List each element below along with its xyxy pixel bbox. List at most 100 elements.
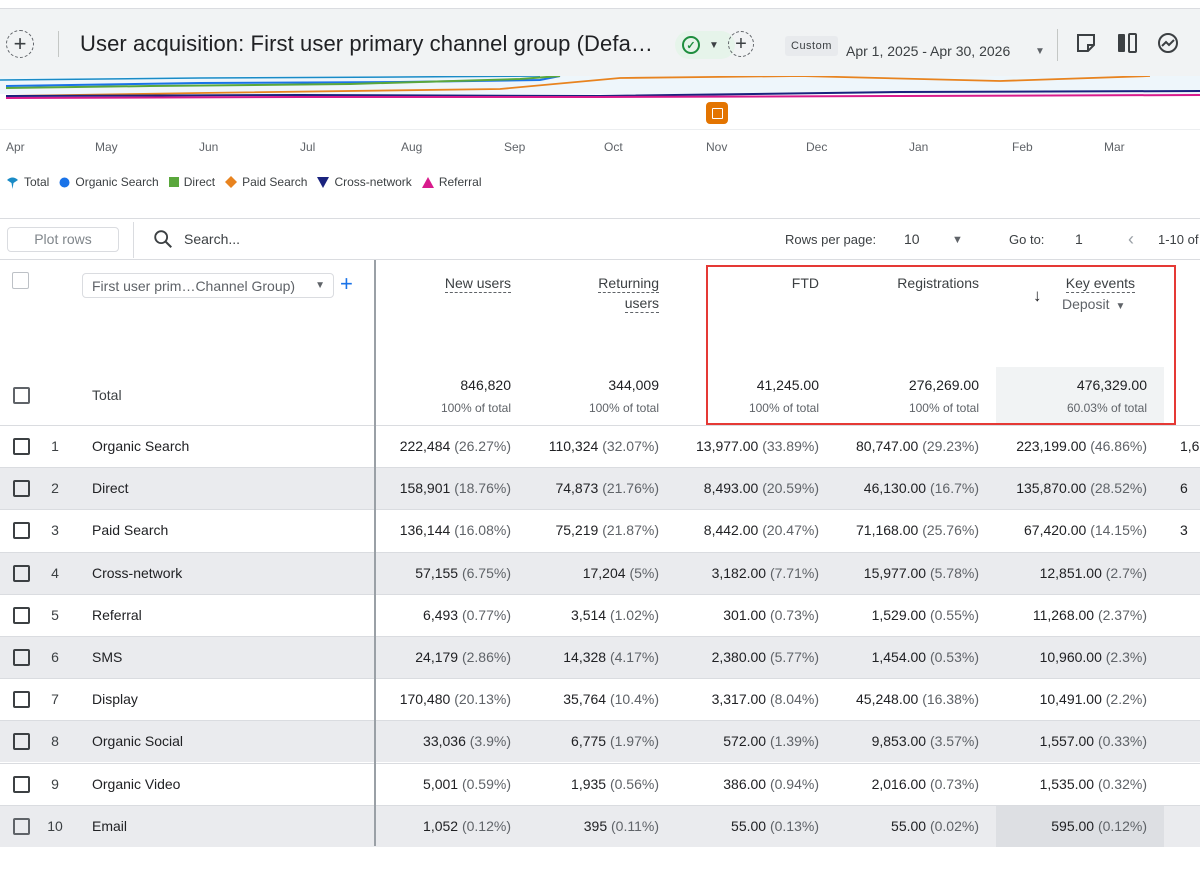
table-row[interactable]: 7 Display 170,480 (20.13%) 35,764 (10.4%) 3,… (0, 678, 1200, 720)
legend-item-referral[interactable]: Referral (421, 175, 482, 189)
chevron-down-icon: ▼ (315, 280, 325, 291)
chart-x-axis: Apr May Jun Jul Aug Sep Oct Nov Dec Jan … (0, 140, 1200, 156)
cell-value: 12,851.00 (1039, 564, 1102, 581)
channel-name[interactable]: Referral (92, 606, 142, 623)
chevron-down-icon[interactable]: ▼ (1035, 46, 1045, 57)
channel-name[interactable]: Cross-network (92, 564, 183, 581)
channel-name[interactable]: Email (92, 817, 128, 834)
row-checkbox[interactable] (13, 649, 30, 666)
channel-name[interactable]: Organic Social (92, 733, 184, 750)
row-checkbox[interactable] (13, 733, 30, 751)
x-tick-label: Oct (604, 140, 623, 154)
chevron-left-icon[interactable]: ‹ (1128, 229, 1134, 249)
add-dimension-button[interactable]: + (340, 271, 353, 296)
table-row[interactable]: 1 Organic Search 222,484 (26.27%) 110,324 (… (0, 425, 1200, 467)
column-header-new-users[interactable]: New users (444, 273, 511, 293)
cell-registrations: 1,454.00 (0.53%) (872, 649, 979, 665)
table-row[interactable]: 10 Email 1,052 (0.12%) 395 (0.11%) 55.00 (0.… (0, 804, 1200, 847)
legend-item-direct[interactable]: Direct (168, 175, 215, 189)
line-chart (0, 76, 1200, 130)
cell-value: 10,491.00 (1039, 691, 1102, 708)
row-checkbox[interactable] (13, 564, 30, 582)
insights-icon[interactable] (1156, 31, 1180, 55)
sort-descending-icon[interactable]: ↓ (1033, 286, 1042, 305)
report-status-dropdown[interactable]: ✓ ▼ (675, 31, 735, 59)
cell-returning-users: 1,935 (0.56%) (571, 776, 659, 792)
table-row[interactable]: 2 Direct 158,901 (18.76%) 74,873 (21.76%) 8,… (0, 467, 1200, 510)
column-header-registrations[interactable]: Registrations (897, 275, 979, 291)
cell-ftd: 55.00 (0.13%) (731, 818, 819, 834)
cell-percent: (1.39%) (769, 733, 819, 750)
date-range-picker[interactable]: Apr 1, 2025 - Apr 30, 2026 (846, 43, 1011, 59)
rows-per-page-select[interactable]: 10 (904, 231, 920, 247)
legend-item-organic-search[interactable]: Organic Search (59, 175, 159, 189)
table-row[interactable]: 6 SMS 24,179 (2.86%) 14,328 (4.17%) 2,380.00… (0, 636, 1200, 678)
dimension-select[interactable]: First user prim…Channel Group) ▼ (82, 273, 334, 298)
plot-rows-button[interactable]: Plot rows (7, 227, 119, 252)
table-row[interactable]: 3 Paid Search 136,144 (16.08%) 75,219 (21.8… (0, 509, 1200, 551)
cell-new-users: 24,179 (2.86%) (415, 649, 511, 665)
table-row[interactable]: 5 Referral 6,493 (0.77%) 3,514 (1.02%) 301.0… (0, 593, 1200, 636)
row-checkbox[interactable] (13, 691, 30, 709)
cell-percent: (0.12%) (461, 817, 511, 834)
select-all-checkbox[interactable] (12, 272, 29, 289)
table-row[interactable]: 4 Cross-network 57,155 (6.75%) 17,204 (5%) 3… (0, 551, 1200, 594)
row-checkbox[interactable] (13, 480, 30, 498)
key-event-select[interactable]: Deposit ▼ (1062, 296, 1125, 312)
channel-name[interactable]: SMS (92, 649, 123, 665)
table-row[interactable]: 9 Organic Video 5,001 (0.59%) 1,935 (0.56%)… (0, 762, 1200, 805)
add-filter-icon[interactable]: + (728, 31, 754, 57)
chevron-down-icon[interactable]: ▼ (952, 234, 963, 246)
column-header-ftd[interactable]: FTD (791, 275, 819, 291)
goto-page-input[interactable]: 1 (1075, 231, 1083, 247)
total-row-checkbox[interactable] (13, 387, 30, 404)
legend-item-total[interactable]: Total (6, 175, 49, 189)
row-checkbox[interactable] (13, 775, 30, 793)
channel-name[interactable]: Direct (92, 480, 129, 497)
cell-percent: (26.27%) (454, 438, 511, 454)
add-comparison-icon[interactable]: + (6, 30, 34, 58)
cell-percent: (0.33%) (1097, 733, 1147, 750)
cell-registrations: 45,248.00 (16.38%) (856, 691, 979, 707)
annotation-icon[interactable] (1074, 31, 1098, 55)
cell-ftd: 386.00 (0.94%) (723, 776, 819, 792)
cell-registrations: 55.00 (0.02%) (891, 818, 979, 834)
cell-percent: (0.73%) (929, 775, 979, 792)
cell-percent: (0.55%) (929, 606, 979, 623)
square-icon (168, 177, 179, 187)
channel-name[interactable]: Display (92, 691, 138, 708)
cell-returning-users: 6,775 (1.97%) (571, 733, 659, 749)
goto-label: Go to: (1009, 232, 1045, 247)
cell-percent: (0.13%) (769, 817, 819, 834)
row-checkbox[interactable] (13, 438, 30, 455)
cell-returning-users: 35,764 (10.4%) (563, 691, 659, 707)
cell-value: 158,901 (399, 480, 451, 497)
compare-icon[interactable] (1115, 31, 1139, 55)
cell-overflow: 6 (1180, 480, 1188, 497)
legend-item-paid-search[interactable]: Paid Search (225, 175, 307, 189)
cell-value: 74,873 (555, 480, 599, 497)
cell-percent: (0.77%) (461, 606, 511, 623)
row-checkbox[interactable] (13, 817, 30, 835)
cell-percent: (4.17%) (609, 649, 659, 665)
row-checkbox[interactable] (13, 606, 30, 624)
cell-value: 6,775 (571, 733, 607, 750)
cell-value: 8,493.00 (703, 480, 759, 497)
column-header-key-events[interactable]: Key events (1065, 273, 1135, 293)
row-checkbox[interactable] (13, 522, 30, 540)
cell-ftd: 13,977.00 (33.89%) (696, 438, 819, 454)
legend-item-cross-network[interactable]: Cross-network (317, 175, 412, 189)
cell-value: 3,514 (571, 606, 607, 623)
cell-returning-users: 395 (0.11%) (584, 818, 659, 834)
channel-name[interactable]: Paid Search (92, 522, 169, 539)
cell-value: 5,001 (423, 775, 459, 792)
table-row[interactable]: 8 Organic Social 33,036 (3.9%) 6,775 (1.97%… (0, 720, 1200, 763)
channel-name[interactable]: Organic Search (92, 438, 190, 454)
channel-name[interactable]: Organic Video (92, 775, 181, 792)
column-header-returning-users[interactable]: Returning users (598, 273, 659, 313)
column-label: Returning (598, 275, 659, 293)
pagination-range: 1-10 of (1158, 232, 1199, 247)
annotation-marker-icon[interactable] (706, 102, 728, 124)
cell-registrations: 46,130.00 (16.7%) (864, 480, 979, 496)
search-input[interactable] (184, 231, 384, 247)
